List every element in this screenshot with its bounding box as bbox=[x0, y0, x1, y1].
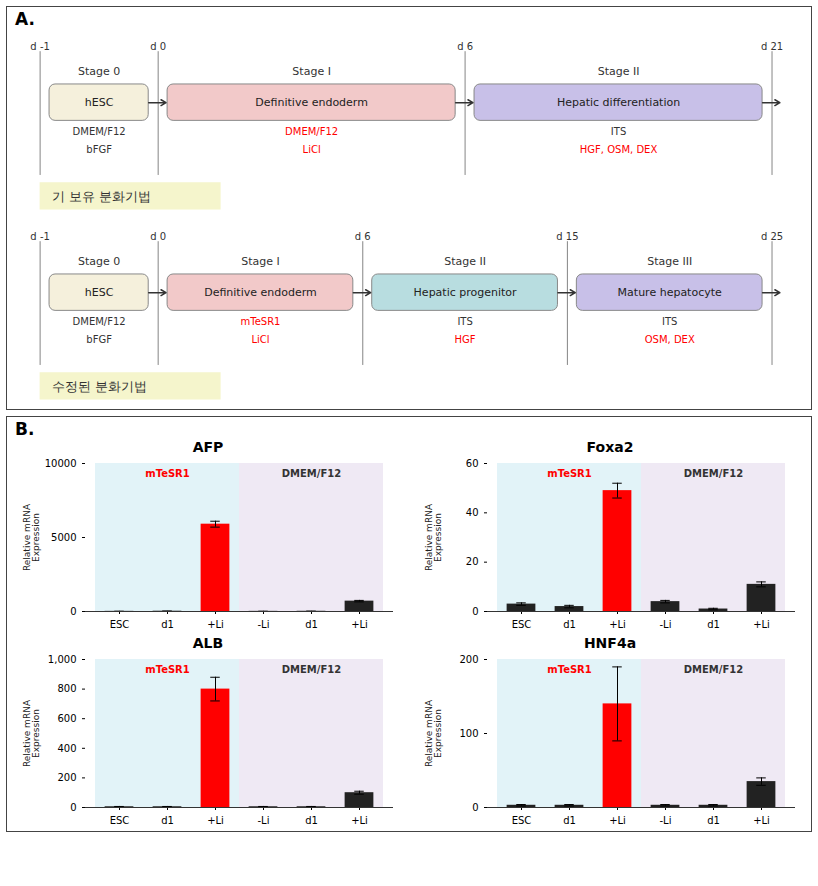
svg-text:DMEM/F12: DMEM/F12 bbox=[285, 126, 338, 137]
svg-text:0: 0 bbox=[70, 606, 76, 617]
svg-text:0: 0 bbox=[472, 606, 478, 617]
svg-text:+Li: +Li bbox=[753, 619, 770, 630]
svg-text:-Li: -Li bbox=[660, 815, 672, 826]
svg-text:100: 100 bbox=[459, 728, 478, 739]
html-text:A.: A. bbox=[15, 9, 35, 29]
svg-text:+Li: +Li bbox=[609, 815, 626, 826]
svg-text:Mature hepatocyte: Mature hepatocyte bbox=[617, 286, 721, 299]
svg-text:hESC: hESC bbox=[84, 286, 113, 299]
svg-text:d -1: d -1 bbox=[30, 231, 50, 242]
svg-text:Definitive endoderm: Definitive endoderm bbox=[204, 286, 317, 299]
svg-text:Hepatic differentiation: Hepatic differentiation bbox=[556, 96, 679, 109]
svg-text:Stage II: Stage II bbox=[444, 255, 486, 268]
svg-text:Relative mRNAExpression: Relative mRNAExpression bbox=[22, 503, 41, 571]
svg-text:mTeSR1: mTeSR1 bbox=[547, 468, 592, 479]
svg-text:d1: d1 bbox=[707, 619, 720, 630]
svg-text:기 보유 분화기법: 기 보유 분화기법 bbox=[51, 189, 150, 204]
svg-text:Hepatic progenitor: Hepatic progenitor bbox=[413, 286, 516, 299]
svg-text:HGF, OSM, DEX: HGF, OSM, DEX bbox=[579, 144, 657, 155]
svg-text:bFGF: bFGF bbox=[86, 334, 112, 345]
svg-text:ESC: ESC bbox=[110, 815, 130, 826]
svg-text:Relative mRNAExpression: Relative mRNAExpression bbox=[424, 699, 443, 767]
svg-text:200: 200 bbox=[57, 772, 76, 783]
svg-text:+Li: +Li bbox=[351, 815, 368, 826]
svg-text:+Li: +Li bbox=[351, 619, 368, 630]
svg-text:600: 600 bbox=[57, 713, 76, 724]
svg-text:DMEM/F12: DMEM/F12 bbox=[684, 664, 743, 675]
svg-text:ESC: ESC bbox=[512, 815, 532, 826]
svg-text:Relative mRNAExpression: Relative mRNAExpression bbox=[22, 699, 41, 767]
svg-text:mTeSR1: mTeSR1 bbox=[547, 664, 592, 675]
svg-text:hESC: hESC bbox=[84, 96, 113, 109]
svg-text:Stage 0: Stage 0 bbox=[77, 65, 119, 78]
svg-text:ITS: ITS bbox=[610, 126, 625, 137]
svg-text:Stage I: Stage I bbox=[241, 255, 280, 268]
svg-text:800: 800 bbox=[57, 683, 76, 694]
svg-text:ESC: ESC bbox=[512, 619, 532, 630]
svg-text:d 0: d 0 bbox=[150, 41, 166, 52]
svg-text:+Li: +Li bbox=[609, 619, 626, 630]
svg-text:d1: d1 bbox=[305, 815, 318, 826]
html-text:ALB: ALB bbox=[192, 635, 224, 651]
svg-text:DMEM/F12: DMEM/F12 bbox=[684, 468, 743, 479]
svg-text:20: 20 bbox=[466, 556, 479, 567]
svg-text:LiCl: LiCl bbox=[302, 144, 320, 155]
svg-text:d 6: d 6 bbox=[457, 41, 473, 52]
svg-text:DMEM/F12: DMEM/F12 bbox=[72, 126, 125, 137]
svg-text:d -1: d -1 bbox=[30, 41, 50, 52]
svg-text:d1: d1 bbox=[563, 619, 576, 630]
svg-text:d 15: d 15 bbox=[556, 231, 578, 242]
svg-text:d1: d1 bbox=[161, 815, 174, 826]
svg-text:d1: d1 bbox=[161, 619, 174, 630]
svg-text:d1: d1 bbox=[305, 619, 318, 630]
svg-text:d 21: d 21 bbox=[760, 41, 782, 52]
svg-text:d1: d1 bbox=[707, 815, 720, 826]
svg-text:d 6: d 6 bbox=[354, 231, 370, 242]
svg-text:OSM, DEX: OSM, DEX bbox=[644, 334, 694, 345]
svg-text:-Li: -Li bbox=[258, 815, 270, 826]
svg-text:DMEM/F12: DMEM/F12 bbox=[282, 468, 341, 479]
html-text:Foxa2: Foxa2 bbox=[586, 439, 634, 455]
svg-text:수정된 분화기법: 수정된 분화기법 bbox=[51, 379, 146, 394]
svg-text:60: 60 bbox=[466, 458, 479, 469]
svg-text:mTeSR1: mTeSR1 bbox=[145, 664, 190, 675]
svg-text:-Li: -Li bbox=[660, 619, 672, 630]
svg-text:5000: 5000 bbox=[51, 532, 76, 543]
svg-text:0: 0 bbox=[70, 802, 76, 813]
svg-text:-Li: -Li bbox=[258, 619, 270, 630]
svg-text:+Li: +Li bbox=[753, 815, 770, 826]
svg-text:40: 40 bbox=[466, 507, 479, 518]
svg-text:+Li: +Li bbox=[207, 815, 224, 826]
svg-text:d 25: d 25 bbox=[760, 231, 782, 242]
svg-text:mTeSR1: mTeSR1 bbox=[145, 468, 190, 479]
svg-text:bFGF: bFGF bbox=[86, 144, 112, 155]
svg-text:DMEM/F12: DMEM/F12 bbox=[72, 316, 125, 327]
html-text:HNF4a: HNF4a bbox=[583, 635, 637, 651]
svg-text:d1: d1 bbox=[563, 815, 576, 826]
svg-text:LiCl: LiCl bbox=[251, 334, 269, 345]
svg-text:d 0: d 0 bbox=[150, 231, 166, 242]
svg-text:Stage III: Stage III bbox=[647, 255, 692, 268]
svg-text:+Li: +Li bbox=[207, 619, 224, 630]
svg-text:HGF: HGF bbox=[454, 334, 475, 345]
svg-text:Stage 0: Stage 0 bbox=[77, 255, 119, 268]
svg-text:DMEM/F12: DMEM/F12 bbox=[282, 664, 341, 675]
svg-text:ITS: ITS bbox=[457, 316, 472, 327]
svg-text:400: 400 bbox=[57, 743, 76, 754]
svg-text:mTeSR1: mTeSR1 bbox=[240, 316, 280, 327]
svg-text:Stage I: Stage I bbox=[292, 65, 331, 78]
svg-text:1,000: 1,000 bbox=[48, 654, 77, 665]
svg-text:Stage II: Stage II bbox=[597, 65, 639, 78]
svg-text:200: 200 bbox=[459, 654, 478, 665]
svg-text:0: 0 bbox=[472, 802, 478, 813]
svg-text:10000: 10000 bbox=[45, 458, 77, 469]
html-text:AFP: AFP bbox=[192, 439, 224, 455]
svg-text:ESC: ESC bbox=[110, 619, 130, 630]
svg-text:Relative mRNAExpression: Relative mRNAExpression bbox=[424, 503, 443, 571]
html-text:B.: B. bbox=[15, 419, 35, 439]
svg-text:ITS: ITS bbox=[662, 316, 677, 327]
svg-text:Definitive endoderm: Definitive endoderm bbox=[255, 96, 368, 109]
